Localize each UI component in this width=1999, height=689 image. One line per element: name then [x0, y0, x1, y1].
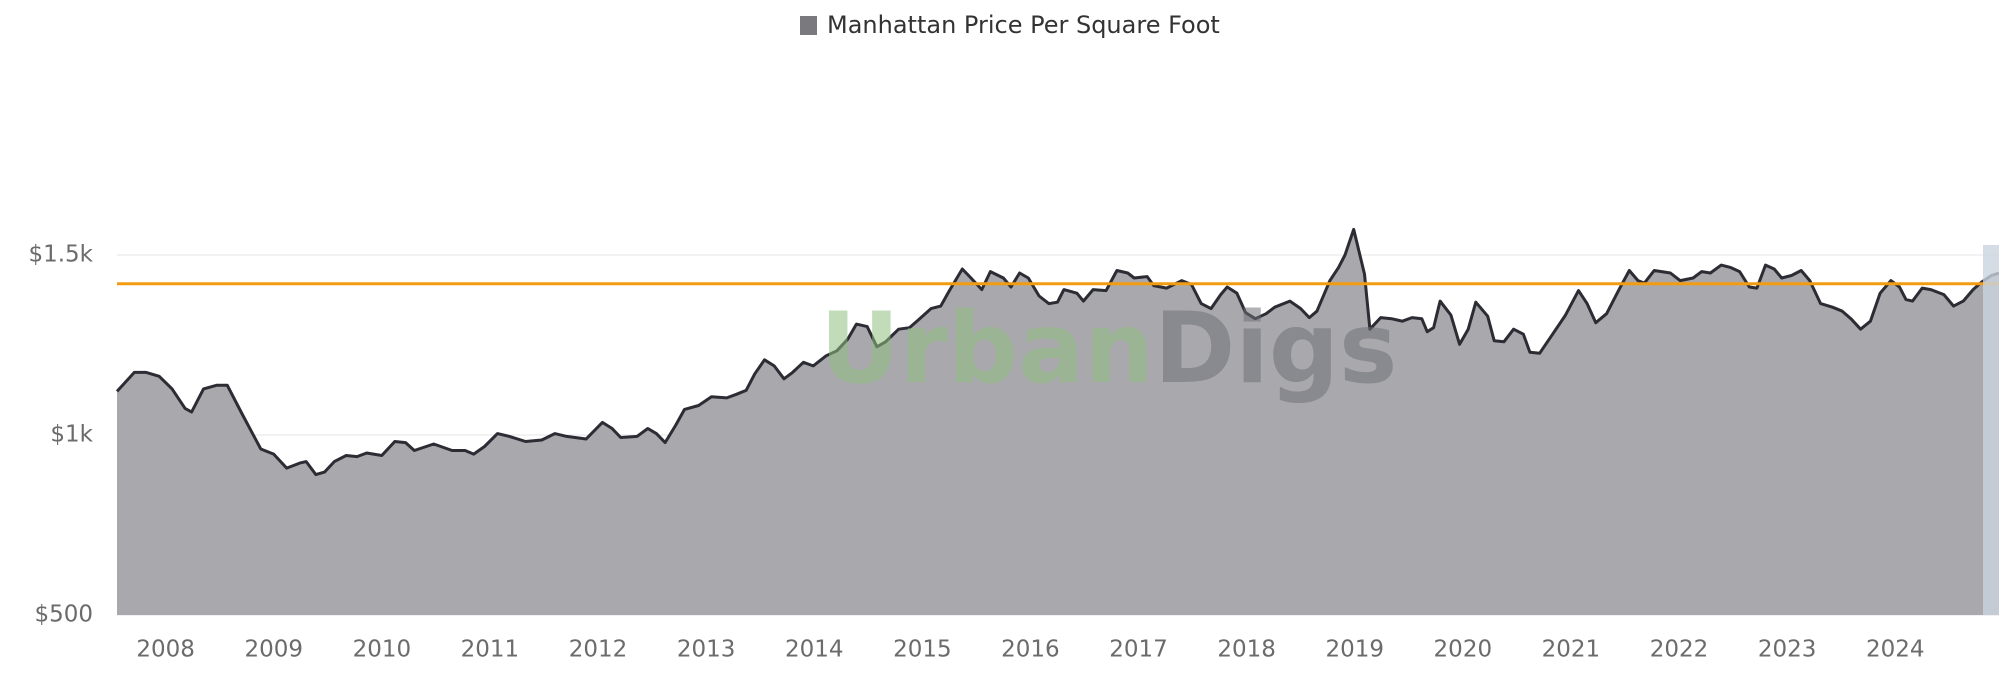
area-line	[115, 227, 1999, 477]
x-tick-label: 2013	[677, 637, 736, 663]
x-tick-label: 2011	[461, 637, 520, 663]
x-tick-label: 2017	[1109, 637, 1168, 663]
x-tick-label: 2016	[1001, 637, 1060, 663]
y-tick-label: $500	[34, 602, 93, 628]
watermark-part: Urban	[820, 292, 1154, 406]
x-tick-label: 2014	[785, 637, 844, 663]
x-tick-label: 2008	[136, 637, 195, 663]
legend-swatch	[800, 16, 817, 35]
x-tick-label: 2009	[244, 637, 303, 663]
watermark: UrbanDigs	[820, 292, 1397, 406]
watermark-part: Digs	[1154, 292, 1397, 406]
x-tick-label: 2010	[353, 637, 412, 663]
x-tick-label: 2024	[1866, 637, 1925, 663]
x-tick-label: 2015	[893, 637, 952, 663]
y-tick-label: $1.5k	[28, 242, 93, 268]
x-tick-label: 2012	[569, 637, 628, 663]
legend: Manhattan Price Per Square Foot	[800, 11, 1220, 39]
x-tick-label: 2018	[1217, 637, 1276, 663]
legend-label: Manhattan Price Per Square Foot	[827, 11, 1220, 39]
x-tick-label: 2019	[1325, 637, 1384, 663]
x-tick-label: 2021	[1542, 637, 1601, 663]
y-tick-label: $1k	[50, 422, 93, 448]
x-tick-label: 2022	[1650, 637, 1709, 663]
range-handle	[1983, 245, 1999, 615]
area-fill	[117, 229, 1999, 615]
x-tick-label: 2023	[1758, 637, 1817, 663]
x-tick-label: 2020	[1434, 637, 1493, 663]
